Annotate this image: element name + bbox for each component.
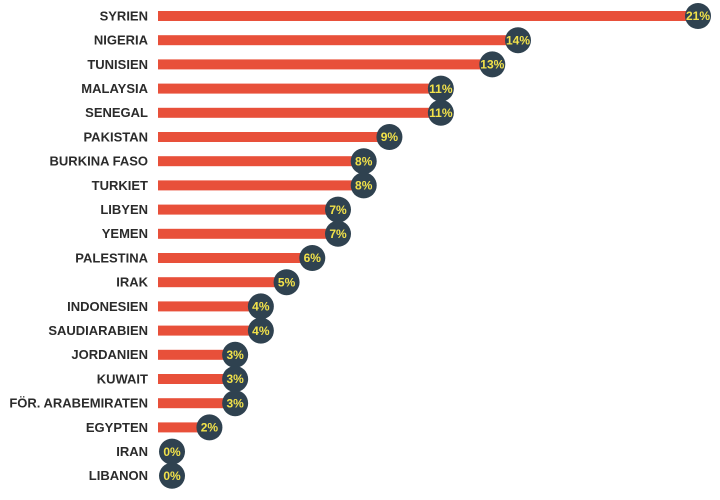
bar [158, 35, 518, 46]
category-label: SENEGAL [85, 105, 148, 120]
category-label: PALESTINA [75, 250, 148, 265]
value-bubble [273, 269, 300, 296]
category-label: SYRIEN [100, 8, 148, 23]
category-label: INDONESIEN [67, 299, 148, 314]
bar [158, 422, 210, 433]
value-label: 2% [201, 421, 219, 435]
bar [158, 325, 261, 336]
value-bubble [196, 414, 223, 441]
category-label: BURKINA FASO [50, 154, 148, 169]
value-label: 3% [226, 396, 244, 410]
value-label: 8% [355, 179, 373, 193]
bar [158, 180, 364, 191]
bar [158, 156, 364, 167]
bar [158, 301, 261, 312]
bar [158, 107, 441, 118]
category-label: KUWAIT [97, 371, 148, 386]
value-bubble [159, 438, 185, 465]
bar [158, 59, 493, 70]
value-bubble [222, 366, 249, 392]
bar [158, 349, 236, 360]
bar [158, 277, 287, 288]
category-label: LIBYEN [100, 202, 148, 217]
value-label: 11% [429, 106, 453, 120]
value-label: 7% [329, 203, 347, 217]
bar [158, 374, 236, 384]
value-label: 21% [686, 9, 710, 23]
value-label: 3% [226, 372, 244, 386]
category-label: NIGERIA [94, 33, 149, 48]
value-bubble [247, 293, 274, 320]
bars [158, 11, 698, 433]
value-label: 5% [278, 275, 296, 289]
category-label: IRAN [116, 444, 148, 459]
value-bubble [247, 317, 274, 344]
category-label: LIBANON [89, 468, 148, 483]
category-label: TUNISIEN [87, 57, 148, 72]
value-label: 6% [304, 251, 322, 265]
value-bubble [376, 124, 403, 150]
category-label: YEMEN [102, 226, 148, 241]
value-bubble [325, 220, 351, 247]
value-label: 3% [226, 348, 244, 362]
value-bubble [479, 51, 506, 78]
bar [158, 398, 236, 409]
category-label: IRAK [116, 275, 148, 290]
value-bubble [325, 196, 351, 223]
category-label: MALAYSIA [81, 81, 148, 96]
category-label: EGYPTEN [86, 420, 148, 435]
bar [158, 83, 441, 94]
bar [158, 228, 338, 239]
category-label: TURKIET [92, 178, 148, 193]
value-label: 0% [163, 445, 181, 459]
category-labels: SYRIEN NIGERIA TUNISIEN MALAYSIA SENEGAL PAKI… [9, 8, 148, 483]
value-label: 4% [252, 324, 270, 338]
value-bubble [505, 27, 531, 54]
category-label: FÖR. ARABEMIRATEN [9, 396, 148, 411]
value-label: 9% [381, 130, 399, 144]
category-label: SAUDIARABIEN [48, 323, 148, 338]
value-label: 8% [355, 154, 373, 168]
value-bubble [350, 172, 377, 199]
value-label: 4% [252, 300, 270, 314]
bar [158, 204, 338, 215]
value-bubble [299, 245, 326, 271]
value-label: 13% [480, 58, 504, 72]
value-bubble [222, 390, 249, 417]
value-label: 11% [429, 82, 453, 96]
value-bubble [427, 75, 454, 102]
value-label: 0% [163, 469, 181, 483]
value-bubble [159, 462, 185, 489]
value-label: 7% [329, 227, 347, 241]
value-bubble [350, 148, 377, 175]
value-label: 14% [506, 33, 530, 47]
bar [158, 11, 698, 21]
bar [158, 132, 390, 142]
category-label: JORDANIEN [71, 347, 148, 362]
value-bubbles: 21% 14%13% 11% 11% 9% 8% 8% 7% 7% 6% 5% 4% 4% 3% 3% 3% 2… [159, 3, 711, 489]
bar [158, 253, 313, 263]
category-label: PAKISTAN [83, 129, 148, 144]
value-bubble [427, 99, 454, 126]
value-bubble [222, 341, 249, 368]
value-bubble [685, 3, 711, 29]
